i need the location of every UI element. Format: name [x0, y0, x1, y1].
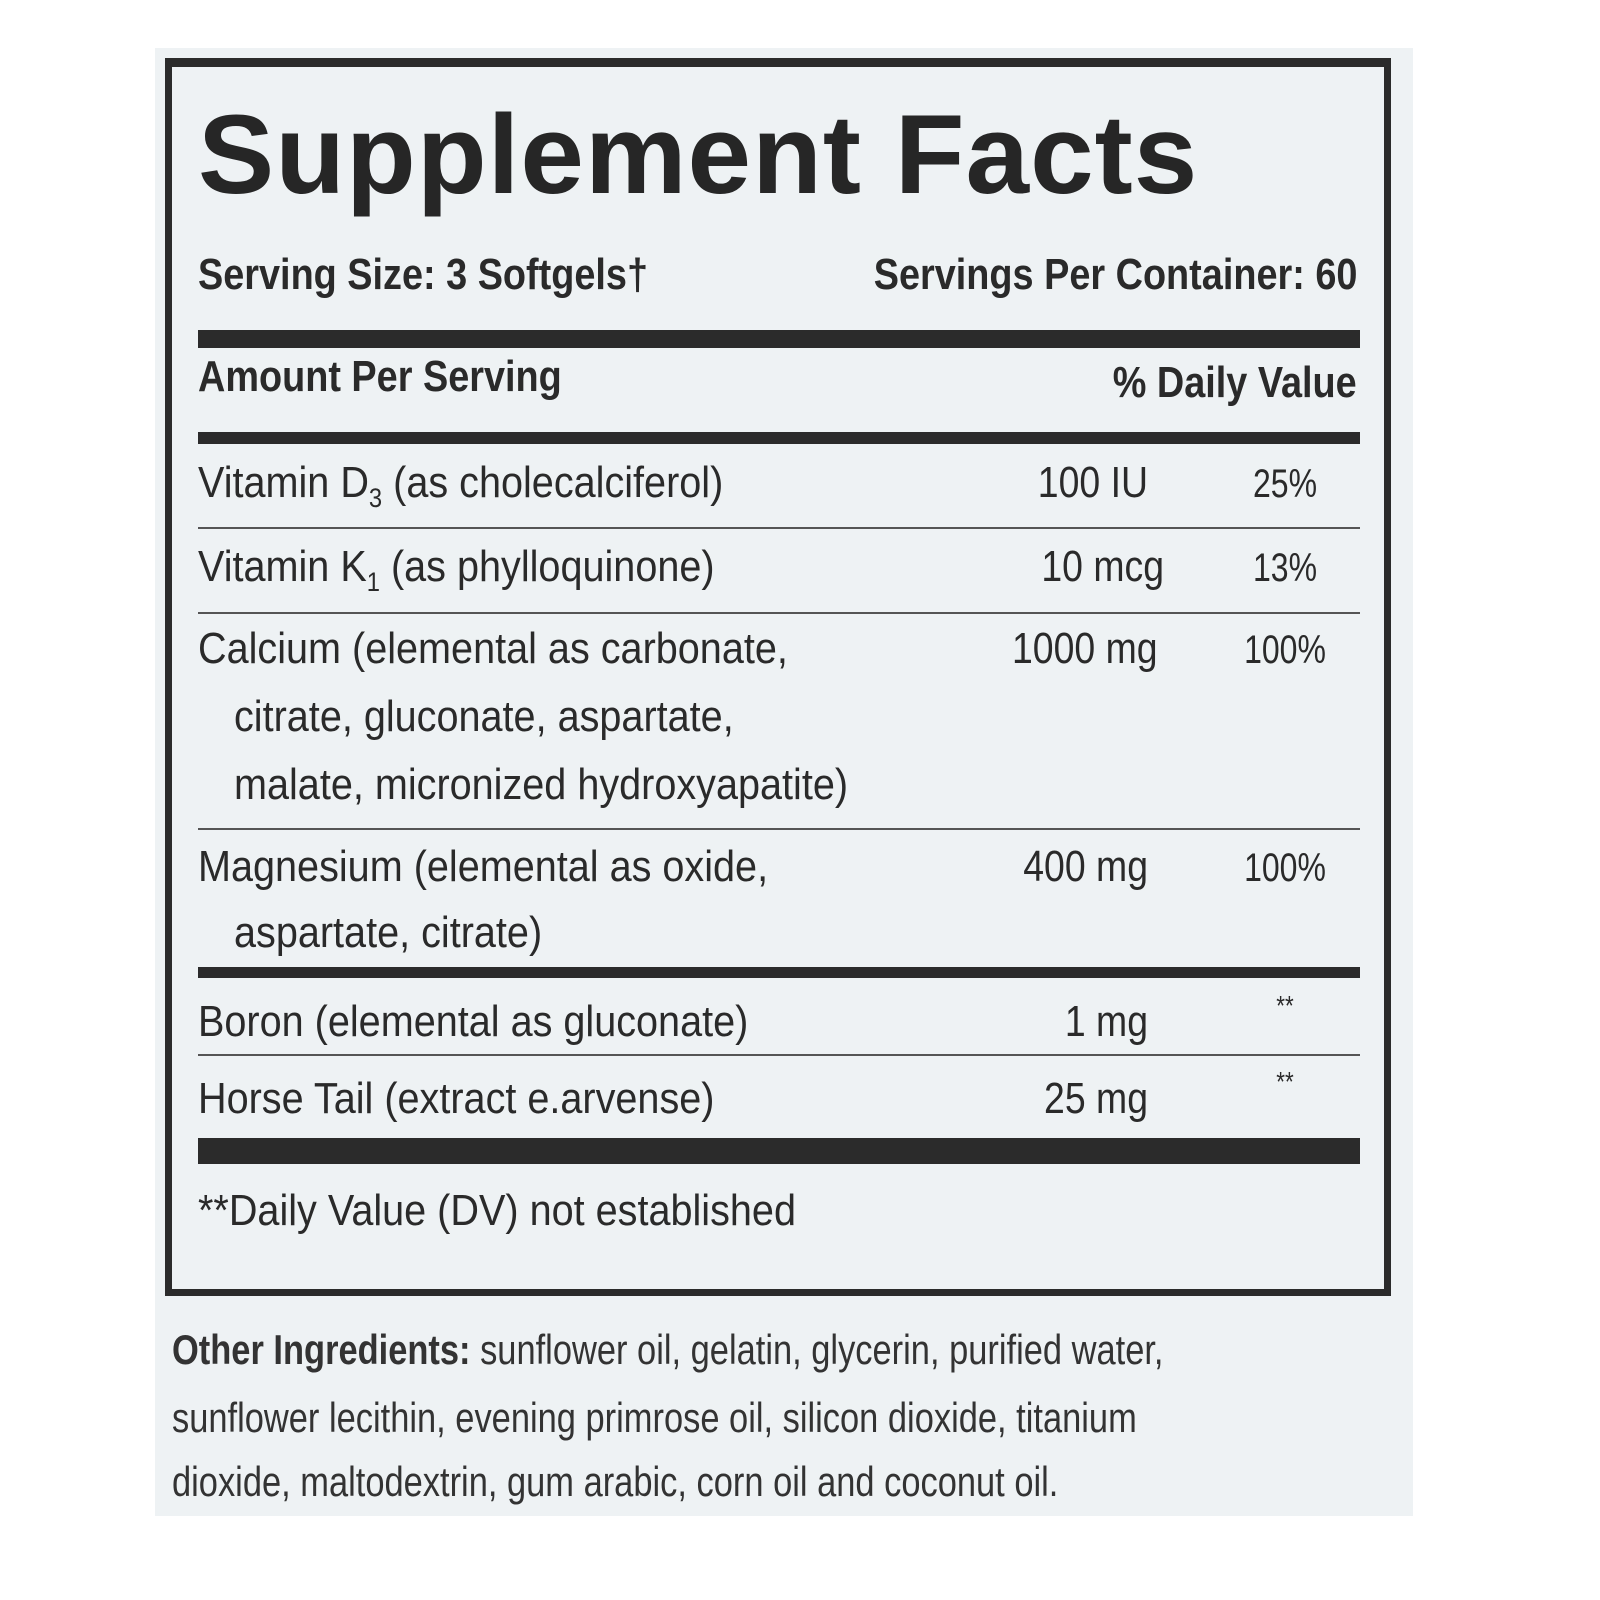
row-divider: [198, 1054, 1360, 1056]
other-ingredients-label: Other Ingredients:: [172, 1326, 471, 1373]
nutrient-daily-value: 25%: [1252, 462, 1318, 506]
nutrient-name: Calcium (elemental as carbonate,: [198, 624, 788, 673]
nutrient-amount: 1 mg: [1064, 997, 1148, 1046]
other-ingredients-line: sunflower lecithin, evening primrose oil…: [172, 1394, 1137, 1441]
nutrient-daily-value: **: [1276, 990, 1294, 1021]
other-ingredients-line: dioxide, maltodextrin, gum arabic, corn …: [172, 1458, 1059, 1505]
panel-title: Supplement Facts: [198, 92, 1199, 217]
nutrient-daily-value: 13%: [1252, 546, 1318, 590]
facts-panel-border: [165, 58, 1391, 1296]
thick-divider: [198, 1138, 1360, 1164]
footnote: **Daily Value (DV) not established: [198, 1186, 796, 1235]
nutrient-name: Magnesium (elemental as oxide,: [198, 842, 769, 891]
nutrient-name: Boron (elemental as gluconate): [198, 997, 749, 1046]
serving-size: Serving Size: 3 Softgels†: [198, 250, 649, 299]
nutrient-amount: 25 mg: [1044, 1074, 1148, 1123]
nutrient-name: Vitamin K1 (as phylloquinone): [198, 542, 715, 597]
other-ingredients-line: Other Ingredients: sunflower oil, gelati…: [172, 1326, 1164, 1373]
nutrient-amount: 100 IU: [1037, 458, 1148, 507]
nutrient-name-cont: citrate, gluconate, aspartate,: [234, 692, 734, 741]
nutrient-daily-value: 100%: [1244, 628, 1326, 672]
nutrient-name-cont: malate, micronized hydroxyapatite): [234, 760, 849, 809]
row-divider: [198, 828, 1360, 830]
nutrient-amount: 1000 mg: [1012, 624, 1158, 673]
row-divider: [198, 527, 1360, 529]
nutrient-name-cont: aspartate, citrate): [234, 908, 543, 957]
supplement-label: [155, 48, 1413, 1516]
nutrient-daily-value: 100%: [1244, 846, 1326, 890]
nutrient-name: Horse Tail (extract e.arvense): [198, 1074, 715, 1123]
thick-divider: [198, 330, 1360, 348]
nutrient-amount: 10 mcg: [1041, 542, 1164, 591]
nutrient-daily-value: **: [1276, 1066, 1294, 1097]
nutrient-amount: 400 mg: [1023, 842, 1148, 891]
amount-per-serving-header: Amount Per Serving: [198, 352, 562, 401]
daily-value-header: % Daily Value: [1113, 358, 1357, 407]
nutrient-name: Vitamin D3 (as cholecalciferol): [198, 458, 724, 513]
servings-per-container: Servings Per Container: 60: [873, 250, 1357, 299]
thick-divider: [198, 967, 1360, 978]
row-divider: [198, 612, 1360, 614]
thick-divider: [198, 432, 1360, 444]
